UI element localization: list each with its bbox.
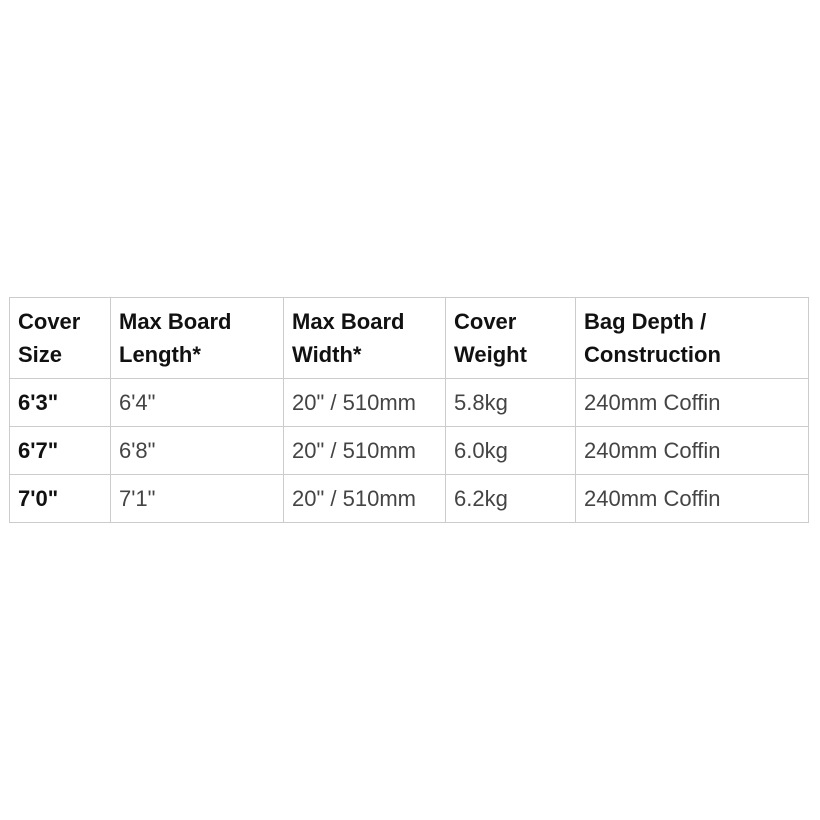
- cell-bag-depth: 240mm Coffin: [575, 474, 809, 523]
- header-cover-weight: Cover Weight: [445, 297, 576, 379]
- cell-max-board-length: 6'8": [110, 426, 284, 475]
- cell-cover-weight: 6.2kg: [445, 474, 576, 523]
- table-row: 7'0" 7'1" 20" / 510mm 6.2kg 240mm Coffin: [9, 474, 809, 523]
- header-cover-size: Cover Size: [9, 297, 111, 379]
- cell-max-board-length: 7'1": [110, 474, 284, 523]
- cell-cover-size: 7'0": [9, 474, 111, 523]
- table-row: 6'7" 6'8" 20" / 510mm 6.0kg 240mm Coffin: [9, 426, 809, 475]
- cell-max-board-width: 20" / 510mm: [283, 474, 446, 523]
- board-cover-spec-table: Cover Size Max Board Length* Max Board W…: [9, 297, 809, 523]
- cell-cover-weight: 5.8kg: [445, 378, 576, 427]
- cell-max-board-length: 6'4": [110, 378, 284, 427]
- cell-max-board-width: 20" / 510mm: [283, 378, 446, 427]
- header-bag-depth-construction: Bag Depth / Construction: [575, 297, 809, 379]
- table-row: 6'3" 6'4" 20" / 510mm 5.8kg 240mm Coffin: [9, 378, 809, 427]
- cell-bag-depth: 240mm Coffin: [575, 426, 809, 475]
- cell-bag-depth: 240mm Coffin: [575, 378, 809, 427]
- cell-cover-size: 6'3": [9, 378, 111, 427]
- cell-max-board-width: 20" / 510mm: [283, 426, 446, 475]
- header-max-board-width: Max Board Width*: [283, 297, 446, 379]
- cell-cover-weight: 6.0kg: [445, 426, 576, 475]
- header-max-board-length: Max Board Length*: [110, 297, 284, 379]
- table-header-row: Cover Size Max Board Length* Max Board W…: [9, 297, 809, 379]
- cell-cover-size: 6'7": [9, 426, 111, 475]
